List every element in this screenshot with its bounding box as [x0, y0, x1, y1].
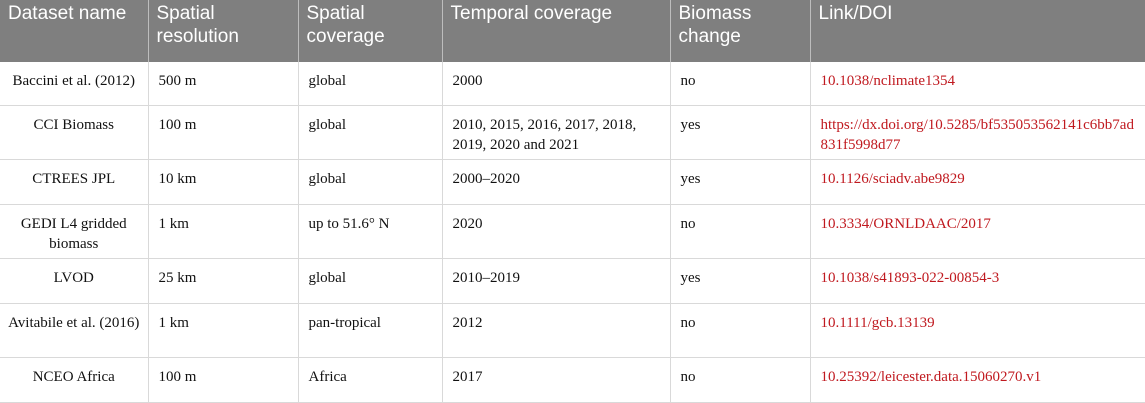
- table-row: Avitabile et al. (2016) 1 km pan-tropica…: [0, 303, 1145, 358]
- table-row: GEDI L4 gridded biomass 1 km up to 51.6°…: [0, 204, 1145, 259]
- change-cell: no: [670, 204, 811, 259]
- change-cell: no: [670, 62, 811, 106]
- table-row: CTREES JPL 10 km global 2000–2020 yes 10…: [0, 159, 1145, 205]
- dataset-name-cell: CCI Biomass: [0, 105, 149, 160]
- coverage-cell: global: [298, 159, 443, 205]
- header-link-doi: Link/DOI: [810, 0, 1145, 62]
- header-temporal-coverage: Temporal coverage: [442, 0, 671, 62]
- temporal-cell: 2020: [442, 204, 671, 259]
- table-row: CCI Biomass 100 m global 2010, 2015, 201…: [0, 105, 1145, 160]
- table-row: NCEO Africa 100 m Africa 2017 no 10.2539…: [0, 357, 1145, 403]
- temporal-cell: 2017: [442, 357, 671, 403]
- doi-link[interactable]: 10.1111/gcb.13139: [810, 303, 1145, 358]
- resolution-cell: 100 m: [148, 105, 299, 160]
- coverage-cell: pan-tropical: [298, 303, 443, 358]
- doi-link[interactable]: 10.25392/leicester.data.15060270.v1: [810, 357, 1145, 403]
- table-row: LVOD 25 km global 2010–2019 yes 10.1038/…: [0, 258, 1145, 304]
- resolution-cell: 100 m: [148, 357, 299, 403]
- header-row: Dataset name Spatial resolution Spatial …: [0, 0, 1145, 62]
- doi-link[interactable]: https://dx.doi.org/10.5285/bf53505356214…: [810, 105, 1145, 160]
- header-spatial-coverage: Spatial coverage: [298, 0, 443, 62]
- dataset-name-cell: NCEO Africa: [0, 357, 149, 403]
- doi-link[interactable]: 10.1126/sciadv.abe9829: [810, 159, 1145, 205]
- change-cell: yes: [670, 105, 811, 160]
- resolution-cell: 500 m: [148, 62, 299, 106]
- resolution-cell: 10 km: [148, 159, 299, 205]
- change-cell: yes: [670, 258, 811, 304]
- doi-link[interactable]: 10.1038/s41893-022-00854-3: [810, 258, 1145, 304]
- resolution-cell: 1 km: [148, 204, 299, 259]
- temporal-cell: 2012: [442, 303, 671, 358]
- coverage-cell: up to 51.6° N: [298, 204, 443, 259]
- header-dataset-name: Dataset name: [0, 0, 149, 62]
- doi-link[interactable]: 10.3334/ORNLDAAC/2017: [810, 204, 1145, 259]
- coverage-cell: Africa: [298, 357, 443, 403]
- header-biomass-change: Biomass change: [670, 0, 811, 62]
- coverage-cell: global: [298, 258, 443, 304]
- change-cell: no: [670, 303, 811, 358]
- coverage-cell: global: [298, 105, 443, 160]
- temporal-cell: 2000: [442, 62, 671, 106]
- dataset-name-cell: Avitabile et al. (2016): [0, 303, 149, 358]
- dataset-name-cell: Baccini et al. (2012): [0, 62, 149, 106]
- temporal-cell: 2000–2020: [442, 159, 671, 205]
- change-cell: yes: [670, 159, 811, 205]
- header-spatial-resolution: Spatial resolution: [148, 0, 299, 62]
- dataset-name-cell: LVOD: [0, 258, 149, 304]
- dataset-name-cell: GEDI L4 gridded biomass: [0, 204, 149, 259]
- doi-link[interactable]: 10.1038/nclimate1354: [810, 62, 1145, 106]
- change-cell: no: [670, 357, 811, 403]
- resolution-cell: 1 km: [148, 303, 299, 358]
- resolution-cell: 25 km: [148, 258, 299, 304]
- coverage-cell: global: [298, 62, 443, 106]
- table-row: Baccini et al. (2012) 500 m global 2000 …: [0, 62, 1145, 106]
- dataset-name-cell: CTREES JPL: [0, 159, 149, 205]
- temporal-cell: 2010, 2015, 2016, 2017, 2018, 2019, 2020…: [442, 105, 671, 160]
- temporal-cell: 2010–2019: [442, 258, 671, 304]
